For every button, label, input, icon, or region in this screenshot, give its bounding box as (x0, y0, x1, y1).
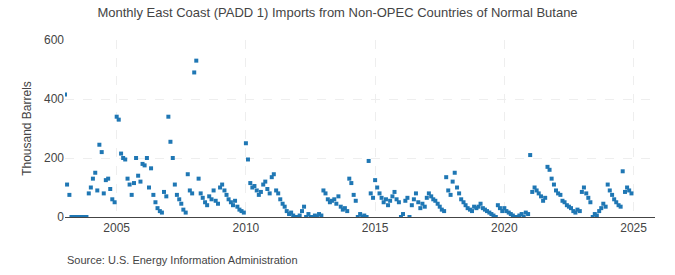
svg-text:200: 200 (44, 151, 64, 165)
svg-text:2025: 2025 (620, 221, 647, 235)
svg-text:600: 600 (44, 33, 64, 47)
svg-text:400: 400 (44, 92, 64, 106)
svg-text:0: 0 (57, 210, 64, 224)
svg-text:2010: 2010 (233, 221, 260, 235)
svg-text:Source: U.S. Energy Informatio: Source: U.S. Energy Information Administ… (67, 254, 298, 266)
svg-text:2015: 2015 (362, 221, 389, 235)
svg-text:Thousand Barrels: Thousand Barrels (20, 81, 34, 176)
svg-text:2005: 2005 (103, 221, 130, 235)
svg-text:2020: 2020 (491, 221, 518, 235)
svg-text:Monthly East Coast (PADD 1) Im: Monthly East Coast (PADD 1) Imports from… (97, 5, 577, 20)
